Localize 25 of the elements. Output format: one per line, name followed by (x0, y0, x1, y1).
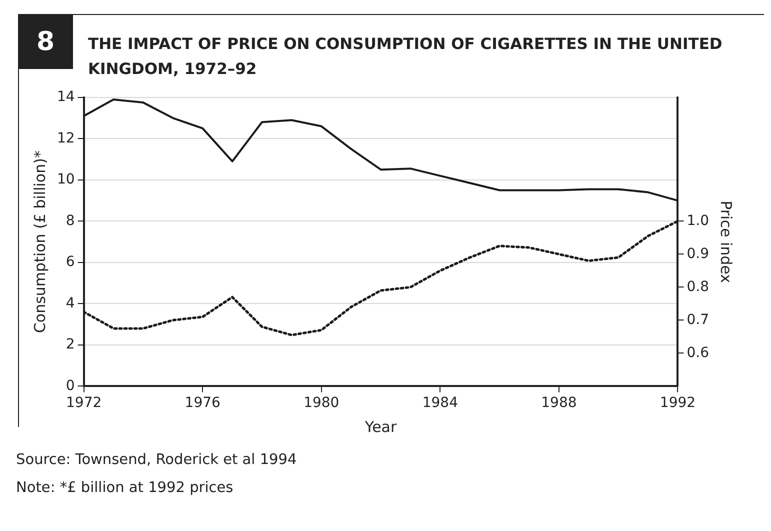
y2-axis-title: Price index (717, 200, 736, 284)
y2-tick-label: 0.7 (686, 312, 709, 328)
source-note: Source: Townsend, Roderick et al 1994 (16, 451, 297, 470)
y-axis-title: Consumption (£ billion)* (30, 150, 49, 334)
x-tick-label: 1980 (304, 395, 340, 412)
y-tick-label: 12 (56, 130, 75, 146)
y-tick-label: 8 (66, 212, 75, 229)
y2-tick-label: 0.8 (686, 278, 709, 295)
y-tick-label: 4 (66, 295, 75, 312)
y-tick-label: 10 (56, 172, 75, 188)
x-tick-label: 1988 (541, 395, 577, 412)
y-tick-label: 0 (66, 378, 75, 394)
y-tick-label: 6 (66, 254, 75, 270)
x-tick-label: 1972 (66, 395, 102, 412)
x-tick-label: 1976 (184, 395, 220, 412)
chart-title: THE IMPACT OF PRICE ON CONSUMPTION OF CIGARETTES IN THE UNITED KINGDOM, 1972–92 (88, 34, 724, 80)
y2-tick-label: 0.6 (686, 344, 710, 361)
y2-tick-label: 1.0 (686, 212, 709, 229)
text: Note: *£ billion at 1992 prices (16, 479, 234, 498)
y-tick-label: 2 (66, 336, 75, 353)
x-tick-label: 1992 (660, 395, 696, 412)
y2-tick-label: 0.9 (686, 246, 709, 262)
y-tick-label: 14 (56, 89, 75, 106)
x-axis-title: Year (364, 418, 398, 436)
x-tick-label: 1984 (422, 395, 458, 412)
